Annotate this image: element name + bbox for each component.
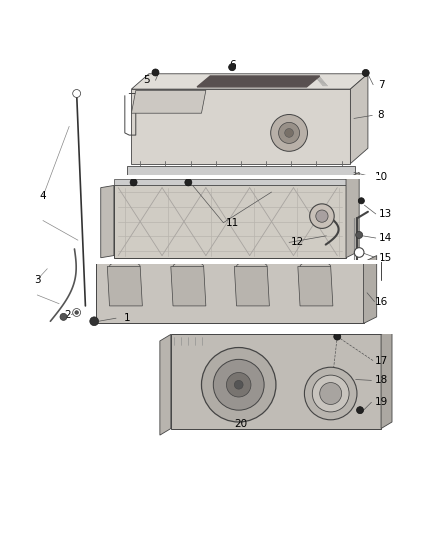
Text: 15: 15 xyxy=(379,253,392,263)
Bar xyxy=(96,326,394,334)
Polygon shape xyxy=(346,172,359,258)
Text: 20: 20 xyxy=(234,419,247,429)
Circle shape xyxy=(310,204,334,229)
Polygon shape xyxy=(298,266,333,306)
Text: 11: 11 xyxy=(226,217,239,228)
Circle shape xyxy=(130,179,137,186)
Circle shape xyxy=(73,309,81,317)
Circle shape xyxy=(357,407,364,414)
Circle shape xyxy=(354,248,364,257)
Text: 9: 9 xyxy=(277,130,284,140)
Polygon shape xyxy=(171,334,381,429)
Circle shape xyxy=(60,313,67,320)
Circle shape xyxy=(304,367,357,420)
Circle shape xyxy=(279,123,300,143)
Circle shape xyxy=(185,179,192,186)
Bar xyxy=(96,260,381,264)
Polygon shape xyxy=(131,74,368,89)
Circle shape xyxy=(152,69,159,76)
Text: 14: 14 xyxy=(379,233,392,243)
Text: 16: 16 xyxy=(374,296,388,306)
Circle shape xyxy=(334,333,341,340)
Polygon shape xyxy=(364,255,377,324)
Bar xyxy=(96,175,381,179)
Circle shape xyxy=(226,373,251,397)
Text: 10: 10 xyxy=(374,172,388,182)
Polygon shape xyxy=(171,266,206,306)
Text: 4: 4 xyxy=(39,191,46,201)
Circle shape xyxy=(201,348,276,422)
Polygon shape xyxy=(96,262,364,324)
Circle shape xyxy=(213,359,264,410)
Text: 18: 18 xyxy=(374,375,388,385)
Text: 19: 19 xyxy=(374,397,388,407)
Polygon shape xyxy=(131,91,206,113)
Circle shape xyxy=(356,231,363,238)
Text: 2: 2 xyxy=(64,310,71,320)
Polygon shape xyxy=(160,334,171,435)
Text: 7: 7 xyxy=(378,80,385,90)
Polygon shape xyxy=(197,76,320,87)
Text: 13: 13 xyxy=(379,209,392,219)
Circle shape xyxy=(285,128,293,138)
Text: 1: 1 xyxy=(124,313,131,323)
Polygon shape xyxy=(381,328,392,429)
Polygon shape xyxy=(234,266,269,306)
Circle shape xyxy=(234,381,243,389)
Circle shape xyxy=(362,69,369,76)
Text: 6: 6 xyxy=(229,60,236,70)
Circle shape xyxy=(73,90,81,98)
Circle shape xyxy=(90,317,99,326)
Polygon shape xyxy=(350,74,368,164)
Text: 3: 3 xyxy=(34,274,41,285)
Polygon shape xyxy=(107,266,142,306)
Circle shape xyxy=(358,198,364,204)
Text: 17: 17 xyxy=(374,356,388,366)
Text: 5: 5 xyxy=(143,75,150,85)
Circle shape xyxy=(316,210,328,222)
Text: 12: 12 xyxy=(291,237,304,247)
Circle shape xyxy=(271,115,307,151)
Circle shape xyxy=(229,64,236,71)
Circle shape xyxy=(75,311,78,314)
Polygon shape xyxy=(114,179,346,185)
Polygon shape xyxy=(101,185,114,258)
Circle shape xyxy=(312,375,349,412)
Polygon shape xyxy=(131,89,350,164)
Polygon shape xyxy=(127,166,355,177)
Polygon shape xyxy=(114,185,346,258)
Text: 8: 8 xyxy=(378,110,385,120)
Circle shape xyxy=(320,383,342,405)
